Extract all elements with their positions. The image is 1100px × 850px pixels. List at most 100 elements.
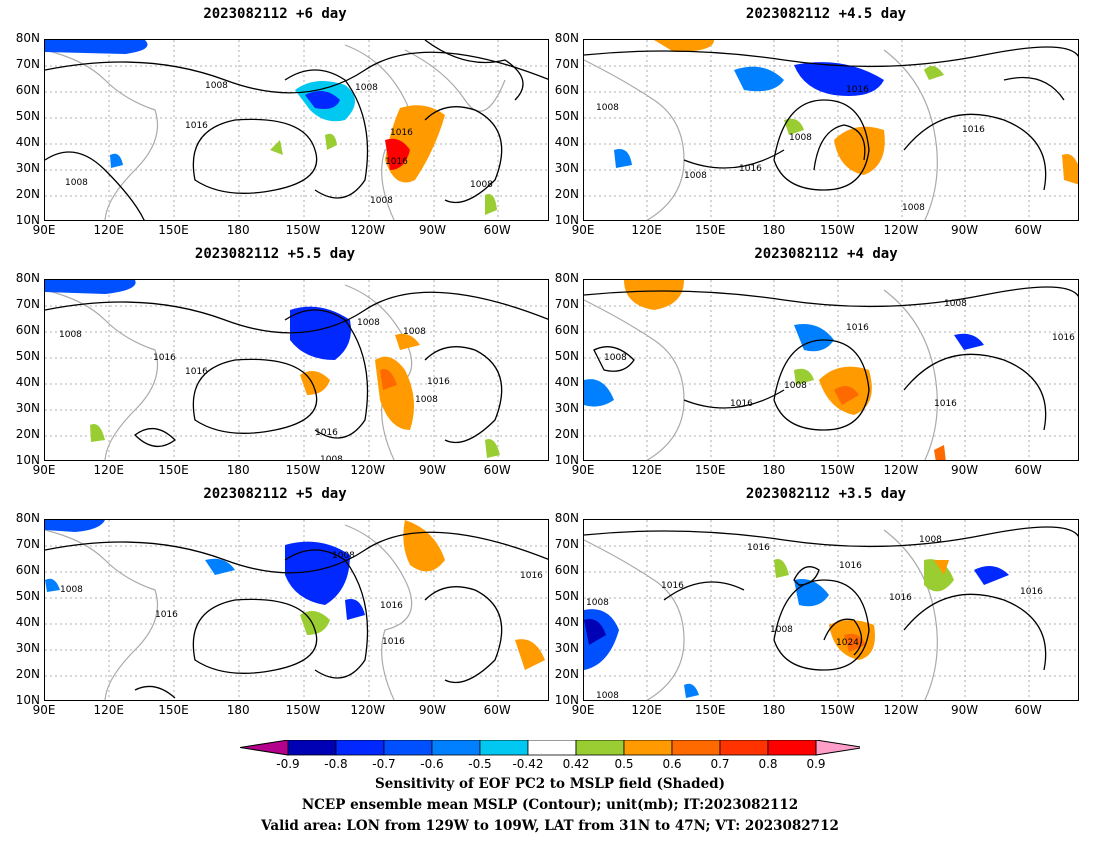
lat-tick-label: 10N bbox=[15, 453, 40, 467]
colorbar-segment bbox=[719, 740, 769, 756]
contour-label: 1016 bbox=[153, 353, 176, 363]
lat-tick-label: 60N bbox=[15, 323, 40, 337]
lat-tick-label: 50N bbox=[554, 589, 579, 603]
lon-tick-label: 180 bbox=[762, 703, 786, 717]
colorbar-segment bbox=[527, 740, 577, 756]
map-canvas: 1008 1016 1008 1008 1016 1016 1008 bbox=[584, 40, 1078, 220]
lon-tick-label: 60W bbox=[1014, 703, 1042, 717]
lon-tick-label: 120W bbox=[350, 703, 386, 717]
colorbar-segment bbox=[287, 740, 337, 756]
panel-title: 2023082112 +5 day bbox=[203, 486, 347, 502]
lon-tick-label: 60W bbox=[483, 463, 511, 477]
contour-label: 1016 bbox=[382, 637, 405, 647]
contour-label: 1008 bbox=[357, 318, 380, 328]
lon-tick-label: 180 bbox=[226, 703, 250, 717]
contour-label: 1008 bbox=[59, 330, 82, 340]
lon-tick-label: 120E bbox=[93, 463, 124, 477]
lon-tick-label: 60W bbox=[483, 223, 511, 237]
panel-plus-5-5-day: 2023082112 +5.5 day bbox=[0, 246, 550, 476]
contour-label: 1008 bbox=[320, 455, 343, 461]
colorbar-tick-label: 0.9 bbox=[806, 757, 826, 771]
contour-label: 1008 bbox=[403, 327, 426, 337]
panel-plus-4-5-day: 2023082112 +4.5 day bbox=[552, 6, 1100, 236]
panel-title: 2023082112 +4.5 day bbox=[745, 6, 907, 22]
lon-tick-label: 120E bbox=[631, 463, 662, 477]
contour-label: 1016 bbox=[739, 164, 762, 174]
lat-tick-label: 20N bbox=[554, 187, 579, 201]
lon-tick-label: 120W bbox=[350, 463, 386, 477]
colorbar-tick-label: -0.7 bbox=[372, 757, 396, 771]
map-plus-5-5-day: 1008 1008 1016 1016 1008 1016 1008 1016 … bbox=[44, 279, 549, 461]
colorbar-over-arrow bbox=[815, 740, 860, 756]
contours bbox=[45, 40, 548, 220]
lon-tick-label: 150E bbox=[694, 703, 726, 717]
lat-tick-label: 80N bbox=[554, 511, 579, 525]
lat-tick-label: 40N bbox=[15, 615, 40, 629]
colorbar-tick-label: -0.8 bbox=[324, 757, 348, 771]
colorbar-tick-label: -0.42 bbox=[512, 757, 544, 771]
contour-label: 1008 bbox=[770, 625, 793, 635]
lat-tick-label: 10N bbox=[15, 213, 40, 227]
lat-tick-label: 30N bbox=[15, 641, 40, 655]
contour-label: 1016 bbox=[889, 593, 912, 603]
lat-tick-label: 50N bbox=[15, 109, 40, 123]
contour-label: 1008 bbox=[60, 585, 83, 595]
contour-label: 1008 bbox=[586, 598, 609, 608]
lat-tick-label: 60N bbox=[554, 563, 579, 577]
lat-tick-label: 80N bbox=[15, 271, 40, 285]
colorbar-tick-label: 0.5 bbox=[614, 757, 634, 771]
lon-tick-label: 120W bbox=[350, 223, 386, 237]
contour-label: 1008 bbox=[604, 353, 627, 363]
lat-tick-label: 70N bbox=[15, 57, 40, 71]
lat-tick-label: 20N bbox=[15, 427, 40, 441]
lat-tick-label: 30N bbox=[554, 401, 579, 415]
map-plus-6-day: 1008 1008 1016 1016 1016 1008 1008 1008 bbox=[44, 39, 549, 221]
contour-label: 1016 bbox=[730, 399, 753, 409]
lat-tick-label: 80N bbox=[554, 271, 579, 285]
contour-label: 1008 bbox=[784, 381, 807, 391]
lat-tick-label: 40N bbox=[554, 135, 579, 149]
map-canvas: 1008 1016 1016 1008 1016 1016 bbox=[45, 520, 548, 700]
map-canvas: 1008 1008 1016 1016 1008 1016 1008 1016 … bbox=[45, 280, 548, 461]
colorbar-segment bbox=[335, 740, 385, 756]
contour-label: 1008 bbox=[789, 133, 812, 143]
lat-tick-label: 80N bbox=[15, 511, 40, 525]
contour-label: 1016 bbox=[661, 581, 684, 591]
lon-tick-label: 90W bbox=[418, 223, 447, 237]
contour-label: 1008 bbox=[684, 171, 707, 181]
lon-tick-label: 90W bbox=[418, 463, 447, 477]
lon-tick-label: 150W bbox=[819, 463, 855, 477]
contour-label: 1016 bbox=[155, 610, 178, 620]
lon-tick-label: 60W bbox=[483, 703, 511, 717]
lon-tick-label: 150W bbox=[819, 703, 855, 717]
lon-tick-label: 90E bbox=[571, 463, 595, 477]
lat-tick-label: 50N bbox=[15, 349, 40, 363]
lat-tick-label: 80N bbox=[15, 31, 40, 45]
lat-tick-label: 70N bbox=[554, 537, 579, 551]
lat-tick-label: 60N bbox=[15, 83, 40, 97]
lon-tick-label: 60W bbox=[1014, 223, 1042, 237]
contour-label: 1008 bbox=[944, 299, 967, 309]
colorbar-tick-label: -0.6 bbox=[420, 757, 444, 771]
contour-label: 1016 bbox=[747, 543, 770, 553]
panel-plus-5-day: 2023082112 +5 day bbox=[0, 486, 550, 716]
contour-label: 1008 bbox=[370, 196, 393, 206]
lon-tick-label: 90E bbox=[32, 223, 56, 237]
lon-tick-label: 150E bbox=[158, 463, 189, 477]
lat-tick-label: 50N bbox=[554, 349, 579, 363]
contour-label: 1008 bbox=[596, 691, 619, 701]
panel-title: 2023082112 +5.5 day bbox=[194, 246, 356, 262]
contour-label: 1016 bbox=[315, 428, 338, 438]
panel-plus-4-day: 2023082112 +4 day bbox=[552, 246, 1100, 476]
colorbar-tick-label: 0.7 bbox=[710, 757, 730, 771]
contour-label: 1008 bbox=[65, 178, 88, 188]
lon-tick-label: 150W bbox=[285, 223, 321, 237]
contour-label: 1016 bbox=[390, 128, 413, 138]
contour-label: 1016 bbox=[846, 323, 869, 333]
lat-tick-label: 70N bbox=[554, 57, 579, 71]
lat-tick-label: 30N bbox=[554, 641, 579, 655]
lon-tick-label: 90E bbox=[32, 703, 56, 717]
lat-tick-label: 10N bbox=[554, 693, 579, 707]
colorbar-tick-label: 0.8 bbox=[758, 757, 778, 771]
map-canvas: 1016 1008 1016 1016 1016 1008 1024 1016 … bbox=[584, 520, 1078, 701]
